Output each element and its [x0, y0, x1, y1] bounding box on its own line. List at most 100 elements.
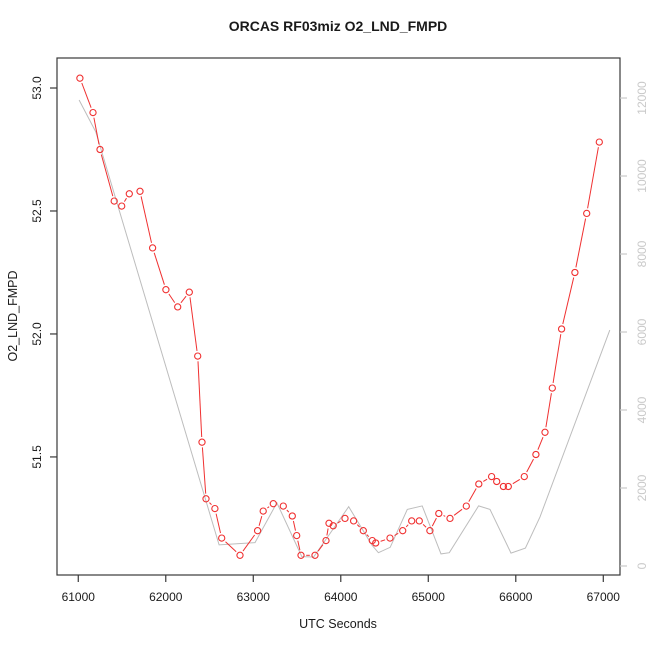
- o2-line-segment: [453, 508, 463, 516]
- o2-line-segment: [468, 488, 477, 502]
- o2-data-point: [341, 514, 349, 523]
- altitude-polyline: [78, 99, 611, 558]
- o2-data-point: [110, 197, 118, 205]
- o2-data-point: [426, 527, 434, 535]
- o2-data-point: [259, 507, 267, 515]
- o2-line-segment: [140, 196, 152, 243]
- x-tick-label: 62000: [149, 590, 183, 604]
- o2-data-point: [218, 534, 226, 542]
- x-tick-label: 64000: [324, 590, 358, 604]
- o2-data-point: [446, 514, 454, 523]
- o2-line-segment: [443, 515, 446, 517]
- o2-data-point: [462, 502, 470, 510]
- o2-line-segment: [562, 277, 575, 325]
- o2-data-point: [520, 472, 528, 481]
- o2-line-segment: [286, 509, 290, 513]
- o2-data-point: [493, 477, 501, 486]
- y-right-tick-label: 6000: [635, 318, 649, 345]
- y-left-tick-label: 53.0: [30, 76, 44, 100]
- o2-line-segment: [292, 520, 296, 531]
- o2-data-point: [499, 482, 508, 491]
- o2-data-point: [162, 286, 170, 294]
- x-tick-label: 67000: [587, 590, 621, 604]
- o2-data-point: [541, 428, 549, 436]
- o2-data-point: [211, 504, 219, 513]
- o2-data-point: [408, 517, 416, 525]
- y-axis-label: O2_LND_FMPD: [6, 271, 20, 362]
- o2-data-point: [297, 551, 305, 559]
- o2-data-point: [311, 551, 319, 559]
- o2-line-segment: [81, 82, 92, 108]
- y-axis-ticks-right: 0 2000 4000 6000 8000 10000 12000: [620, 81, 649, 569]
- o2-line-segment: [483, 478, 488, 482]
- o2-line-segment: [587, 147, 599, 209]
- o2-data-point: [322, 536, 330, 545]
- o2-line-segment: [552, 334, 562, 383]
- o2-data-point: [475, 480, 483, 488]
- o2-data-point: [76, 74, 84, 82]
- y-axis-ticks-left: 51.5 52.0 52.5 53.0: [30, 76, 57, 469]
- chart-title: ORCAS RF03miz O2_LND_FMPD: [229, 18, 448, 34]
- o2-data-point: [279, 502, 287, 510]
- o2-data-point: [583, 209, 591, 218]
- o2-data-point: [399, 527, 407, 535]
- plot-area-border: [56, 57, 621, 576]
- o2-line-segment: [537, 437, 544, 450]
- o2-data-point: [269, 500, 277, 508]
- o2-data-point: [202, 495, 210, 503]
- o2-line-segment: [366, 534, 370, 538]
- o2-line-segment: [356, 524, 360, 528]
- o2-line-segment: [575, 218, 587, 268]
- o2-data-point: [415, 517, 423, 525]
- o2-line-segment: [394, 532, 399, 536]
- o2-line-segment: [512, 478, 521, 485]
- x-axis-label: UTC Seconds: [299, 617, 377, 631]
- o2-data-point: [293, 531, 301, 540]
- y-right-tick-label: 0: [635, 562, 649, 569]
- o2-data-point: [349, 517, 358, 525]
- o2-data-point: [487, 472, 496, 481]
- o2-line-segment: [267, 506, 270, 509]
- o2-data-point: [372, 539, 380, 547]
- o2-line-segment: [405, 524, 409, 528]
- o2-line-segment: [337, 520, 341, 524]
- o2-data-point: [359, 527, 367, 535]
- y-left-tick-label: 52.0: [30, 322, 44, 346]
- y-left-tick-label: 51.5: [30, 445, 44, 469]
- o2-data-point: [236, 551, 244, 559]
- o2-data-point: [435, 509, 443, 518]
- o2-line-segment: [326, 528, 329, 536]
- o2-data-point: [198, 438, 206, 446]
- o2-line-segment: [153, 252, 165, 285]
- o2-data-point: [595, 138, 603, 146]
- o2-data-point: [136, 187, 144, 195]
- o2-data-point: [329, 522, 337, 530]
- o2-line-segment: [431, 517, 437, 527]
- o2-line-segment: [258, 515, 263, 526]
- x-tick-label: 61000: [62, 590, 96, 604]
- o2-line-segment: [209, 502, 212, 506]
- o2-line-segment: [545, 393, 552, 428]
- o2-data-point: [194, 352, 202, 360]
- o2-line-segment: [380, 539, 386, 542]
- o2-data-point: [174, 303, 182, 311]
- o2-line-segment: [168, 293, 176, 303]
- o2-line-segment: [225, 541, 237, 553]
- x-axis-ticks: 61000 62000 63000 64000 65000 66000 67000: [62, 575, 621, 604]
- o2-data-point: [253, 527, 262, 535]
- o2-data-point: [89, 108, 97, 117]
- o2-data-point: [504, 482, 512, 491]
- o2-data-point: [571, 268, 579, 277]
- x-tick-label: 66000: [499, 590, 533, 604]
- o2-data-point: [125, 190, 133, 198]
- o2-line-segment: [215, 513, 221, 534]
- o2-data-point: [557, 325, 566, 333]
- o2-line-segment: [297, 540, 301, 551]
- o2-line-segment: [197, 361, 203, 438]
- o2-data-point: [185, 288, 193, 296]
- o2-line-segment: [526, 458, 534, 473]
- o2-line-segment: [180, 295, 187, 304]
- o2-data-point: [148, 244, 157, 252]
- y-right-tick-label: 2000: [635, 474, 649, 501]
